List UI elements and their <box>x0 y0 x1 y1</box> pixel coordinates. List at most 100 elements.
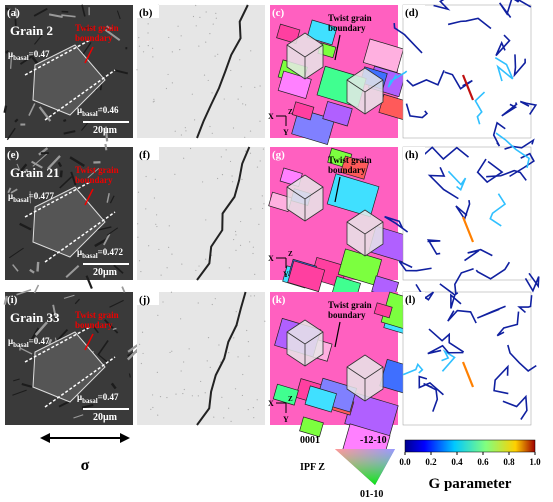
bse-texture <box>209 366 211 368</box>
bse-texture <box>250 50 252 52</box>
bse-texture <box>142 51 145 53</box>
ebsd-map <box>270 147 398 280</box>
bse-texture <box>145 175 147 178</box>
grain-patch <box>287 260 326 293</box>
panel-label: (l) <box>405 294 416 306</box>
boundary-line <box>524 272 540 293</box>
sem-texture <box>65 265 80 278</box>
bse-texture <box>244 136 246 138</box>
bse-texture <box>183 388 185 391</box>
boundary-label: boundary <box>75 320 113 330</box>
grain-patch <box>322 100 353 127</box>
bse-texture <box>231 181 234 183</box>
bse-texture <box>140 270 142 273</box>
schmid-subscript: basal <box>82 110 98 118</box>
panel: (b) <box>136 4 265 139</box>
panel: (h) <box>384 132 540 293</box>
bse-texture <box>180 318 182 320</box>
sem-texture <box>34 33 44 45</box>
scale-label: 20μm <box>93 412 118 423</box>
panel-label-bg <box>403 147 425 160</box>
bse-texture <box>211 92 213 94</box>
boundary-line <box>464 248 493 262</box>
sem-texture <box>19 346 22 351</box>
boundary-line <box>447 17 492 30</box>
bse-texture <box>207 337 210 339</box>
sem-texture <box>14 118 19 123</box>
schmid-value: =0.477 <box>29 191 55 201</box>
bse-texture <box>153 100 155 102</box>
boundary-line <box>418 375 444 396</box>
panel-label: (c) <box>272 7 285 19</box>
colorbar-tick-label: 0.2 <box>425 457 437 467</box>
bse-texture <box>180 134 182 136</box>
bse-texture <box>147 23 149 25</box>
bse-texture <box>151 394 154 396</box>
sem-texture <box>6 127 16 141</box>
sem-texture <box>36 261 40 272</box>
sem-texture <box>59 170 63 178</box>
panel: (d) <box>387 0 538 147</box>
bse-texture <box>253 417 255 419</box>
bse-texture <box>156 225 158 228</box>
boundary-line <box>387 70 408 88</box>
bse-texture <box>235 234 237 236</box>
axis-label: Z <box>288 395 293 403</box>
scale-label: 20μm <box>93 125 118 136</box>
bse-texture <box>171 350 173 352</box>
bse-texture <box>137 236 139 238</box>
bse-texture <box>240 220 242 223</box>
sem-texture <box>70 171 77 186</box>
bse-texture <box>247 341 249 343</box>
bse-texture <box>217 53 219 55</box>
schmid-value: =0.47 <box>29 336 50 346</box>
boundary-arrow <box>334 34 341 61</box>
bse-texture <box>171 253 173 255</box>
boundary-line <box>433 0 451 11</box>
schmid-value: =0.472 <box>98 247 124 257</box>
bse-texture <box>239 59 241 61</box>
bse-texture <box>258 223 260 225</box>
bse-texture <box>180 370 182 372</box>
bse-texture <box>180 35 182 37</box>
sem-texture <box>19 347 33 355</box>
bse-texture <box>181 263 183 265</box>
boundary-label: Twist grain <box>75 23 119 33</box>
sem-texture <box>19 222 32 231</box>
bse-texture <box>152 406 154 409</box>
sem-texture <box>97 226 112 231</box>
sem-texture <box>81 403 94 409</box>
panel-label: (b) <box>139 7 153 19</box>
schmid-subscript: basal <box>82 252 98 260</box>
bse-texture <box>230 420 232 422</box>
bse-texture <box>179 49 181 51</box>
grain-patch <box>299 416 324 438</box>
bse-texture <box>241 394 244 397</box>
bse-texture <box>165 87 168 90</box>
axis-label: Z <box>288 108 293 116</box>
bse-texture <box>152 56 154 58</box>
bse-texture <box>195 4 197 7</box>
bse-texture <box>188 348 190 350</box>
bse-texture <box>259 160 261 162</box>
bse-texture <box>183 361 185 363</box>
bse-texture <box>157 314 159 316</box>
bse-texture <box>205 219 207 221</box>
bse-texture <box>152 47 154 49</box>
bse-image <box>137 147 265 280</box>
sem-texture <box>16 288 32 296</box>
schmid-factor: μbasal=0.477 <box>8 191 55 204</box>
colorbar-title: G parameter <box>429 476 512 492</box>
boundary-line <box>427 344 464 355</box>
bse-texture <box>228 407 230 409</box>
bse-texture <box>147 44 149 47</box>
sem-texture <box>47 155 61 170</box>
bse-texture <box>220 156 222 158</box>
sem-texture <box>9 247 24 259</box>
grain-patch <box>291 101 315 121</box>
bse-texture <box>231 175 233 177</box>
boundary-label: boundary <box>328 165 366 175</box>
boundary-line <box>492 121 506 147</box>
